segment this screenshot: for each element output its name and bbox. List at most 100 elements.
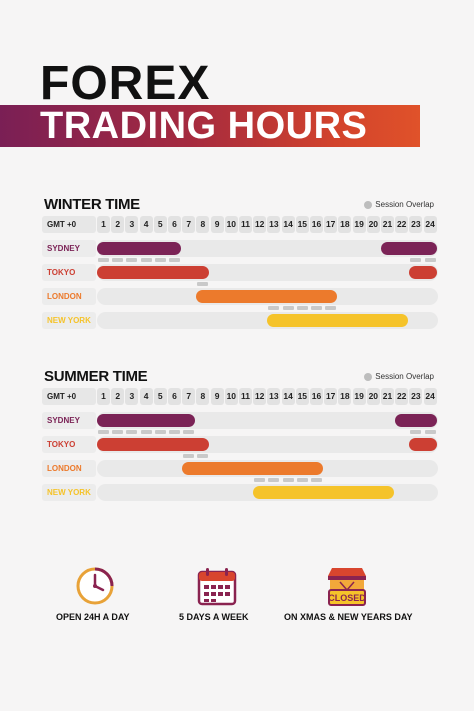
session-row-sydney: SYDNEY — [42, 412, 438, 429]
overlap-marker — [410, 430, 422, 434]
session-label: SYDNEY — [42, 240, 96, 257]
overlap-marker — [197, 282, 209, 286]
summer-hour-header: GMT +0 1 2 3 4 5 6 7 8 9 10 11 12 13 14 15 16 17 18 19 20 21… — [42, 388, 438, 405]
hour-cell-13: 13 — [267, 216, 281, 233]
overlap-marker — [140, 430, 152, 434]
hour-cell-7: 7 — [182, 216, 196, 233]
calendar-icon — [197, 568, 237, 606]
hour-cell-21: 21 — [381, 388, 394, 405]
session-bar — [395, 414, 437, 427]
title-forex: FOREX — [40, 57, 211, 110]
hour-cell-5: 5 — [153, 388, 167, 405]
hour-cell-2: 2 — [111, 388, 125, 405]
session-label: NEW YORK — [42, 484, 96, 501]
session-row-new-york: NEW YORK — [42, 312, 438, 329]
session-bar — [267, 314, 409, 327]
hour-cell-10: 10 — [224, 216, 238, 233]
overlap-marker — [282, 478, 294, 482]
hour-cell-24: 24 — [423, 216, 437, 233]
overlap-marker — [197, 454, 209, 458]
session-label: SYDNEY — [42, 412, 96, 429]
overlap-marker — [296, 478, 308, 482]
overlap-marker — [254, 478, 266, 482]
hour-cell-14: 14 — [281, 388, 295, 405]
hour-cell-17: 17 — [324, 388, 338, 405]
overlap-marker — [169, 430, 180, 434]
hour-cell-8: 8 — [196, 216, 210, 233]
session-track — [97, 460, 438, 477]
overlap-legend-label: Session Overlap — [375, 372, 434, 381]
session-row-london: LONDON — [42, 288, 438, 305]
features-row: OPEN 24H A DAY 5 DAYS A WEEK CLOSED ON X… — [0, 566, 474, 636]
overlap-marker — [98, 430, 109, 434]
gmt-label: GMT +0 — [42, 388, 96, 405]
hour-cell-21: 21 — [381, 216, 394, 233]
overlap-dot-icon — [364, 200, 373, 209]
session-bar — [253, 486, 394, 499]
hour-cell-4: 4 — [139, 388, 153, 405]
session-bar — [97, 266, 210, 279]
session-track — [97, 264, 438, 281]
hour-cell-12: 12 — [253, 216, 267, 233]
session-bar — [97, 242, 181, 255]
title-trading-hours: TRADING HOURS — [40, 105, 368, 147]
feature-5-days — [196, 566, 238, 611]
winter-overlap-legend: Session Overlap — [364, 200, 434, 209]
summer-overlap-legend: Session Overlap — [364, 372, 434, 381]
hour-cell-13: 13 — [267, 388, 281, 405]
overlap-marker — [112, 258, 124, 262]
feature-label-closed: ON XMAS & NEW YEARS DAY — [284, 612, 413, 622]
session-label: TOKYO — [42, 264, 96, 281]
clock-icon — [76, 567, 114, 605]
hour-cell-10: 10 — [224, 388, 238, 405]
hour-cell-12: 12 — [253, 388, 267, 405]
session-row-london: LONDON — [42, 460, 438, 477]
overlap-marker — [98, 258, 109, 262]
overlap-marker — [311, 306, 322, 310]
overlap-marker — [268, 306, 280, 310]
session-track — [97, 436, 438, 453]
hour-cell-17: 17 — [324, 216, 338, 233]
overlap-marker — [424, 258, 436, 262]
feature-label-days: 5 DAYS A WEEK — [179, 612, 249, 622]
overlap-marker — [296, 306, 308, 310]
session-bar — [381, 242, 437, 255]
hour-cell-19: 19 — [352, 216, 366, 233]
overlap-marker — [140, 258, 152, 262]
session-label: NEW YORK — [42, 312, 96, 329]
hour-cell-5: 5 — [153, 216, 167, 233]
overlap-legend-label: Session Overlap — [375, 200, 434, 209]
feature-open-24h — [73, 566, 117, 611]
hour-cell-18: 18 — [338, 388, 352, 405]
hour-cell-3: 3 — [125, 216, 139, 233]
session-row-tokyo: TOKYO — [42, 436, 438, 453]
overlap-marker — [282, 306, 294, 310]
hour-cell-1: 1 — [97, 216, 110, 233]
hour-cell-23: 23 — [409, 388, 423, 405]
hour-cell-14: 14 — [281, 216, 295, 233]
hour-cell-6: 6 — [168, 216, 181, 233]
session-row-sydney: SYDNEY — [42, 240, 438, 257]
overlap-dot-icon — [364, 372, 373, 381]
winter-hour-header: GMT +0 1 2 3 4 5 6 7 8 9 10 11 12 13 14 15 16 17 18 19 20 21… — [42, 216, 438, 233]
session-label: LONDON — [42, 288, 96, 305]
hour-cell-9: 9 — [210, 388, 224, 405]
hour-cell-8: 8 — [196, 388, 210, 405]
hour-cell-16: 16 — [310, 388, 323, 405]
hour-cell-11: 11 — [239, 216, 252, 233]
overlap-marker — [112, 430, 124, 434]
hour-cell-24: 24 — [423, 388, 437, 405]
session-bar — [409, 438, 437, 451]
title-band — [0, 105, 420, 147]
session-label: LONDON — [42, 460, 96, 477]
hour-cell-19: 19 — [352, 388, 366, 405]
overlap-marker — [183, 454, 195, 458]
overlap-marker — [154, 430, 166, 434]
gmt-label: GMT +0 — [42, 216, 96, 233]
hour-cell-2: 2 — [111, 216, 125, 233]
session-bar — [97, 414, 196, 427]
hour-cell-15: 15 — [295, 388, 309, 405]
overlap-marker — [154, 258, 166, 262]
